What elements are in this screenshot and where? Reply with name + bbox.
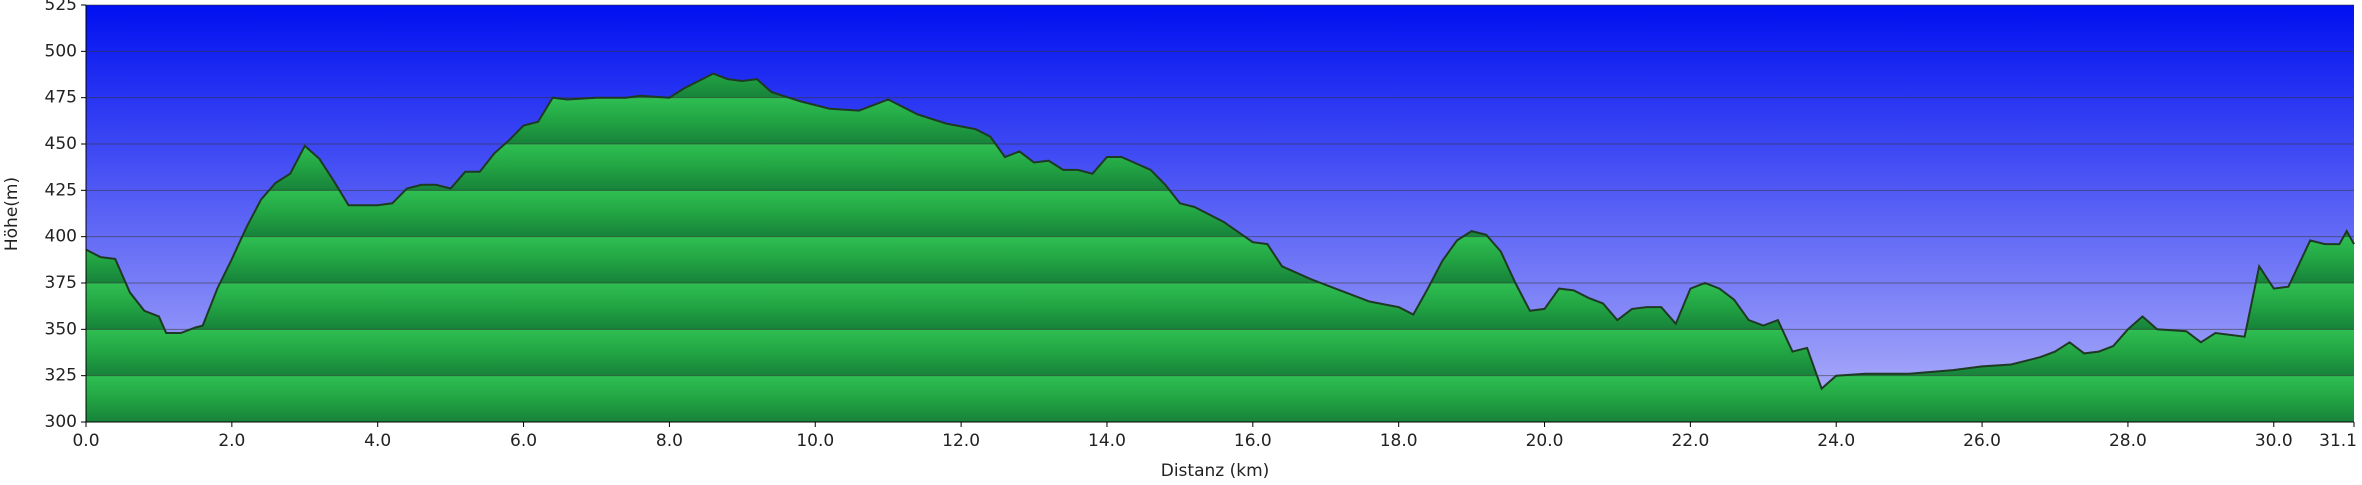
x-tick-label: 20.0 bbox=[1526, 431, 1564, 451]
x-tick-label: 14.0 bbox=[1088, 431, 1126, 451]
y-tick-label: 475 bbox=[45, 88, 77, 108]
x-tick-label: 0.0 bbox=[72, 431, 99, 451]
x-tick-label: 28.0 bbox=[2109, 431, 2147, 451]
x-tick-label: 8.0 bbox=[656, 431, 683, 451]
y-tick-label: 375 bbox=[45, 273, 77, 293]
area-fill bbox=[86, 73, 2354, 422]
x-tick-label: 26.0 bbox=[1963, 431, 2001, 451]
x-tick-label: 31.1 bbox=[2319, 431, 2357, 451]
x-tick-label: 16.0 bbox=[1234, 431, 1272, 451]
x-tick-label: 12.0 bbox=[942, 431, 980, 451]
y-axis-title: Höhe(m) bbox=[2, 177, 22, 251]
x-tick-label: 10.0 bbox=[796, 431, 834, 451]
x-tick-label: 24.0 bbox=[1817, 431, 1855, 451]
x-tick-label: 6.0 bbox=[510, 431, 537, 451]
x-tick-label: 18.0 bbox=[1380, 431, 1418, 451]
x-tick-label: 4.0 bbox=[364, 431, 391, 451]
y-tick-label: 500 bbox=[45, 41, 77, 61]
x-tick-label: 2.0 bbox=[218, 431, 245, 451]
y-tick-label: 400 bbox=[45, 227, 77, 247]
y-tick-label: 325 bbox=[45, 366, 77, 386]
y-tick-label: 350 bbox=[45, 319, 77, 339]
x-tick-label: 22.0 bbox=[1671, 431, 1709, 451]
y-tick-label: 300 bbox=[45, 412, 77, 432]
area-line bbox=[85, 72, 2355, 391]
x-tick-label: 30.0 bbox=[2255, 431, 2293, 451]
y-tick-label: 450 bbox=[45, 134, 77, 154]
y-tick-label: 425 bbox=[45, 180, 77, 200]
y-tick-label: 525 bbox=[45, 0, 77, 15]
x-axis-title: Distanz (km) bbox=[1161, 461, 1270, 481]
